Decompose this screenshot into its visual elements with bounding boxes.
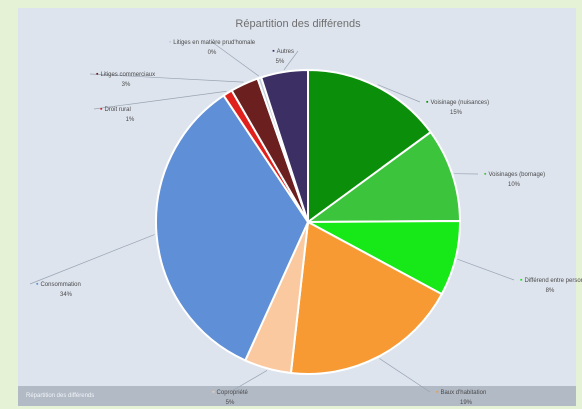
slice-percent: 5% <box>226 400 235 406</box>
slice-name: Autres <box>277 49 294 55</box>
slice-label: ▪ Voisinages (bornage) <box>484 171 545 178</box>
legend-bullet: ▪ <box>484 171 488 178</box>
leader-line <box>283 50 299 71</box>
slice-label: ▪ Consommation <box>36 281 81 288</box>
slice-label: ▪ Droit rural <box>100 106 131 113</box>
footer-caption: Répartition des différends <box>26 393 95 399</box>
slice-name: Voisinage (nuisances) <box>430 100 489 106</box>
legend-bullet: ▪ <box>272 48 276 55</box>
chart-title: Répartition des différends <box>235 18 361 30</box>
pie-slice <box>304 130 462 224</box>
slice-percent: 34% <box>60 292 73 298</box>
legend-bullet: ▪ <box>36 281 40 288</box>
slice-label: ▪ Différend entre personnes <box>520 277 582 284</box>
slice-label: ▪ Copropriété <box>212 389 248 396</box>
slice-name: Copropriété <box>217 390 249 396</box>
leader-line <box>211 41 259 77</box>
slice-name: Litiges en matière prud'homale <box>173 40 256 46</box>
slice-label: ▪ Voisinage (nuisances) <box>426 99 489 106</box>
leader-line <box>93 90 227 110</box>
slice-name: Différend entre personnes <box>524 278 582 284</box>
slice-name: Litiges commerciaux <box>100 72 155 78</box>
slice-percent: 0% <box>208 50 217 56</box>
slice-percent: 8% <box>546 288 555 294</box>
legend-bullet: ▪ <box>96 71 100 78</box>
leader-line <box>89 73 244 83</box>
slice-percent: 3% <box>122 82 131 88</box>
slice-percent: 1% <box>126 117 135 123</box>
slice-percent: 5% <box>276 59 285 65</box>
legend-bullet: ▪ <box>426 99 430 106</box>
legend-bullet: ▪ <box>520 277 524 284</box>
slice-name: Baux d'habitation <box>440 390 486 396</box>
leader-line <box>229 370 268 393</box>
slice-label: ▪ Baux d'habitation <box>436 389 486 396</box>
slice-name: Consommation <box>40 282 80 288</box>
legend-bullet: ▪ <box>212 389 216 396</box>
slice-label: ▪ Autres <box>272 48 294 55</box>
slice-label: ▪ Litiges en matière prud'homale <box>169 39 256 46</box>
pie-slice <box>307 68 433 224</box>
leader-line <box>377 84 421 103</box>
slice-label: ▪ Litiges commerciaux <box>96 71 155 78</box>
slice-percent: 19% <box>460 400 473 406</box>
pie-slice <box>289 220 444 375</box>
footer-bar <box>18 386 576 406</box>
pie-slice <box>259 68 309 223</box>
legend-bullet: ▪ <box>100 106 104 113</box>
leader-line <box>379 358 431 393</box>
pie-slice <box>155 94 310 362</box>
leader-line <box>29 234 155 285</box>
slice-percent: 10% <box>508 182 521 188</box>
legend-bullet: ▪ <box>169 39 173 46</box>
legend-bullet: ▪ <box>436 389 440 396</box>
slice-percent: 15% <box>450 110 463 116</box>
leader-line <box>457 258 515 281</box>
slice-name: Droit rural <box>104 107 130 113</box>
slice-name: Voisinages (bornage) <box>488 172 545 178</box>
